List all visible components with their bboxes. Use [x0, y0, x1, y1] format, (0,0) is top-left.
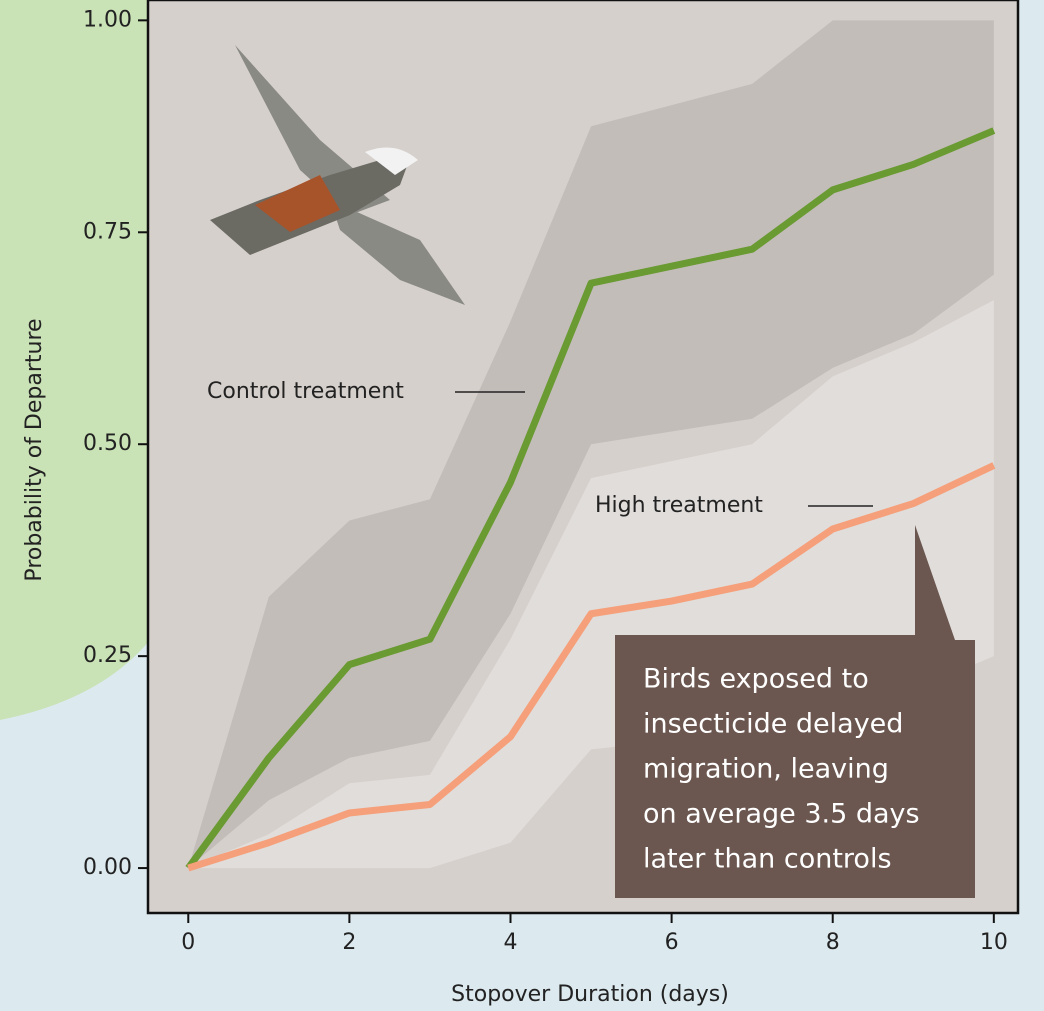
x-tick-label: 2 [342, 930, 356, 955]
callout-line: on average 3.5 days [643, 799, 920, 830]
plot-layer [185, 20, 996, 872]
y-tick-label: 1.00 [83, 7, 132, 32]
y-tick-label: 0.00 [83, 855, 132, 880]
callout-line: Birds exposed to [643, 664, 869, 695]
confidence-band [188, 20, 994, 869]
bird [210, 45, 465, 305]
y-tick-label: 0.50 [83, 431, 132, 456]
bird-wing [330, 200, 465, 305]
callout-text: Birds exposed to insecticide delayed migra… [643, 664, 920, 875]
x-tick-label: 10 [980, 930, 1008, 955]
x-tick-label: 8 [826, 930, 840, 955]
x-axis-label: Stopover Duration (days) [451, 982, 729, 1007]
map-land [0, 0, 150, 720]
callout-line: later than controls [643, 844, 892, 875]
y-axis-label: Probability of Departure [22, 318, 47, 581]
series-line [187, 462, 996, 872]
x-tick-label: 4 [504, 930, 518, 955]
callout-box [615, 525, 975, 898]
x-tick-label: 0 [181, 930, 195, 955]
callout-line: insecticide delayed [643, 709, 903, 740]
bird-head [365, 147, 418, 175]
series-label: Control treatment [207, 379, 404, 404]
series-label: High treatment [595, 493, 763, 518]
axes-frame [146, 0, 1020, 915]
series-line [185, 127, 996, 871]
callout-line: migration, leaving [643, 754, 889, 785]
confidence-band [188, 300, 994, 869]
bird-belly [255, 175, 340, 232]
y-tick-label: 0.25 [83, 643, 132, 668]
y-tick-label: 0.75 [83, 219, 132, 244]
x-tick-label: 6 [665, 930, 679, 955]
